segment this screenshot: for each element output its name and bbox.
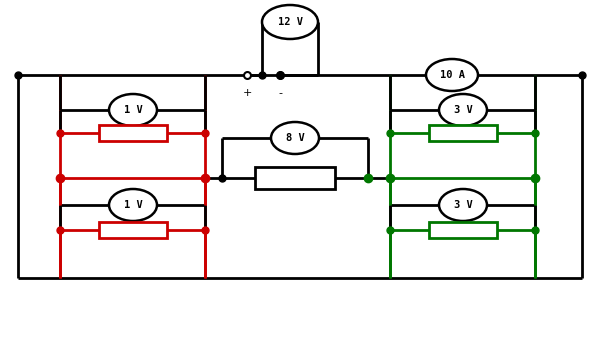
FancyBboxPatch shape xyxy=(429,222,497,238)
Text: 1 V: 1 V xyxy=(124,200,142,210)
Ellipse shape xyxy=(439,189,487,221)
Ellipse shape xyxy=(426,59,478,91)
FancyBboxPatch shape xyxy=(429,125,497,141)
Ellipse shape xyxy=(439,94,487,126)
Text: 10 A: 10 A xyxy=(439,70,464,80)
Ellipse shape xyxy=(262,5,318,39)
Text: -: - xyxy=(278,88,282,98)
Text: 1 V: 1 V xyxy=(124,105,142,115)
Ellipse shape xyxy=(271,122,319,154)
Ellipse shape xyxy=(109,189,157,221)
FancyBboxPatch shape xyxy=(99,125,167,141)
FancyBboxPatch shape xyxy=(255,167,335,189)
FancyBboxPatch shape xyxy=(99,222,167,238)
Text: 3 V: 3 V xyxy=(454,105,472,115)
Text: 12 V: 12 V xyxy=(277,17,302,27)
Ellipse shape xyxy=(109,94,157,126)
Text: 8 V: 8 V xyxy=(286,133,304,143)
Text: 3 V: 3 V xyxy=(454,200,472,210)
Text: +: + xyxy=(242,88,251,98)
